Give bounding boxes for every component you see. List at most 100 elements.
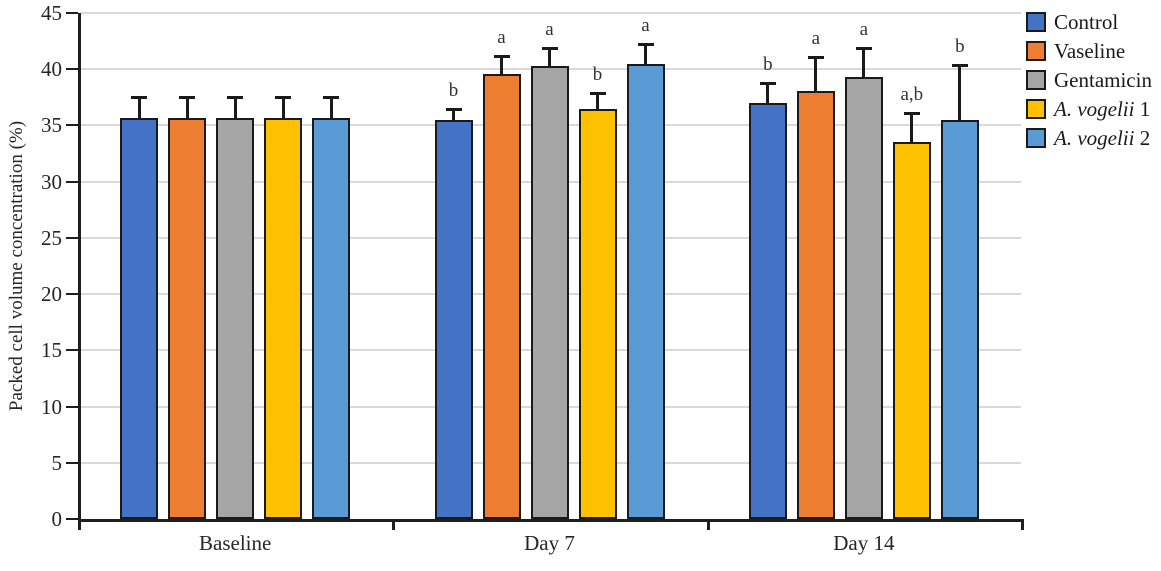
gridline — [81, 12, 1021, 14]
significance-label: a — [641, 15, 650, 37]
error-bar-cap — [541, 46, 558, 50]
legend-label: Vaseline — [1054, 39, 1126, 63]
legend-item: Control — [1026, 9, 1118, 35]
legend-label: A. vogelii 1 — [1054, 97, 1151, 121]
significance-label: b — [448, 79, 459, 101]
error-bar-line — [596, 92, 599, 109]
legend-swatch — [1026, 12, 1046, 32]
bar-a-vogelii-1-day-14 — [892, 142, 931, 519]
error-bar-line — [185, 97, 189, 118]
error-bar-cap — [903, 112, 920, 116]
legend-swatch — [1026, 41, 1046, 61]
bar-vaseline-day-7 — [482, 73, 521, 519]
legend-label-italic: A. vogelii — [1054, 126, 1135, 150]
error-bar-line — [233, 97, 237, 118]
bar-control-baseline — [120, 117, 159, 519]
y-axis-tick — [66, 349, 78, 352]
bar-control-day-7 — [434, 119, 473, 519]
error-bar-line — [548, 47, 551, 66]
y-axis-tick — [66, 180, 78, 183]
error-bar-line — [644, 44, 647, 64]
x-category-label: Baseline — [199, 531, 272, 555]
bar-a-vogelii-1-day-7 — [578, 108, 617, 519]
y-axis-tick — [66, 405, 78, 408]
error-bar-cap — [323, 96, 340, 100]
bar-a-vogelii-2-day-14 — [940, 119, 979, 519]
y-tick-label: 45 — [41, 1, 62, 25]
bar-control-day-14 — [748, 102, 787, 519]
legend-item: A. vogelii 2 — [1026, 125, 1150, 151]
significance-label: a — [497, 26, 506, 48]
y-axis-tick — [66, 518, 78, 520]
x-axis-line — [78, 519, 1024, 522]
significance-label: b — [592, 63, 603, 85]
bar-gentamicin-day-7 — [530, 65, 569, 519]
legend-label: Control — [1054, 10, 1119, 34]
significance-label: a — [811, 27, 821, 49]
significance-label: b — [763, 53, 773, 75]
error-bar-line — [958, 64, 962, 120]
y-axis-tick — [66, 12, 78, 14]
error-bar-line — [814, 56, 818, 91]
error-bar-cap — [759, 81, 776, 85]
x-axis-tick — [78, 522, 81, 530]
y-tick-label: 5 — [51, 450, 63, 475]
error-bar-cap — [131, 96, 148, 100]
error-bar-line — [137, 97, 141, 118]
error-bar-line — [281, 97, 285, 118]
legend-item: Gentamicin — [1026, 67, 1152, 93]
x-axis-tick — [392, 522, 396, 530]
y-tick-label: 15 — [41, 338, 62, 363]
error-bar-line — [452, 108, 455, 120]
error-bar-line — [910, 113, 914, 143]
error-bar-cap — [227, 96, 244, 100]
legend-swatch — [1026, 128, 1046, 148]
error-bar-line — [500, 55, 503, 74]
y-axis-tick — [66, 68, 78, 71]
y-axis-line — [78, 13, 81, 522]
error-bar-line — [862, 47, 866, 78]
error-bar-line — [766, 82, 770, 103]
bar-vaseline-day-14 — [796, 90, 835, 519]
error-bar-cap — [807, 55, 824, 59]
legend-swatch — [1026, 70, 1046, 90]
y-tick-label: 35 — [41, 113, 62, 138]
y-axis-tick — [66, 236, 78, 239]
y-axis-tick — [66, 461, 78, 464]
legend-label: A. vogelii 2 — [1054, 126, 1151, 150]
error-bar-cap — [445, 107, 462, 111]
bar-vaseline-baseline — [168, 117, 207, 519]
x-category-label: Day 14 — [833, 531, 895, 555]
error-bar-cap — [951, 63, 968, 67]
legend-label: Gentamicin — [1054, 68, 1152, 92]
y-axis-tick — [66, 124, 78, 127]
y-tick-label: 20 — [41, 282, 62, 307]
y-tick-label: 25 — [41, 225, 62, 250]
x-category-label: Day 7 — [524, 531, 575, 555]
legend-swatch — [1026, 99, 1046, 119]
error-bar-cap — [637, 43, 654, 47]
y-tick-label: 30 — [41, 169, 62, 194]
significance-label: a,b — [900, 84, 924, 106]
bar-gentamicin-day-14 — [844, 77, 883, 519]
bar-gentamicin-baseline — [216, 117, 255, 519]
y-tick-label: 40 — [41, 57, 62, 82]
error-bar-cap — [855, 46, 872, 50]
bar-a-vogelii-2-baseline — [312, 117, 351, 519]
y-tick-label: 10 — [41, 394, 62, 419]
y-axis-tick — [66, 293, 78, 296]
error-bar-cap — [275, 96, 292, 100]
legend-item: A. vogelii 1 — [1026, 96, 1150, 122]
bar-a-vogelii-1-baseline — [264, 117, 303, 519]
error-bar-cap — [589, 91, 606, 95]
significance-label: b — [955, 35, 965, 57]
x-axis-tick — [1021, 522, 1024, 530]
legend-label-italic: A. vogelii — [1054, 97, 1135, 121]
legend-item: Vaseline — [1026, 38, 1125, 64]
x-axis-tick — [706, 522, 710, 530]
significance-label: a — [545, 18, 554, 40]
error-bar-cap — [493, 54, 510, 58]
significance-label: a — [859, 18, 869, 40]
bar-a-vogelii-2-day-7 — [626, 63, 665, 519]
